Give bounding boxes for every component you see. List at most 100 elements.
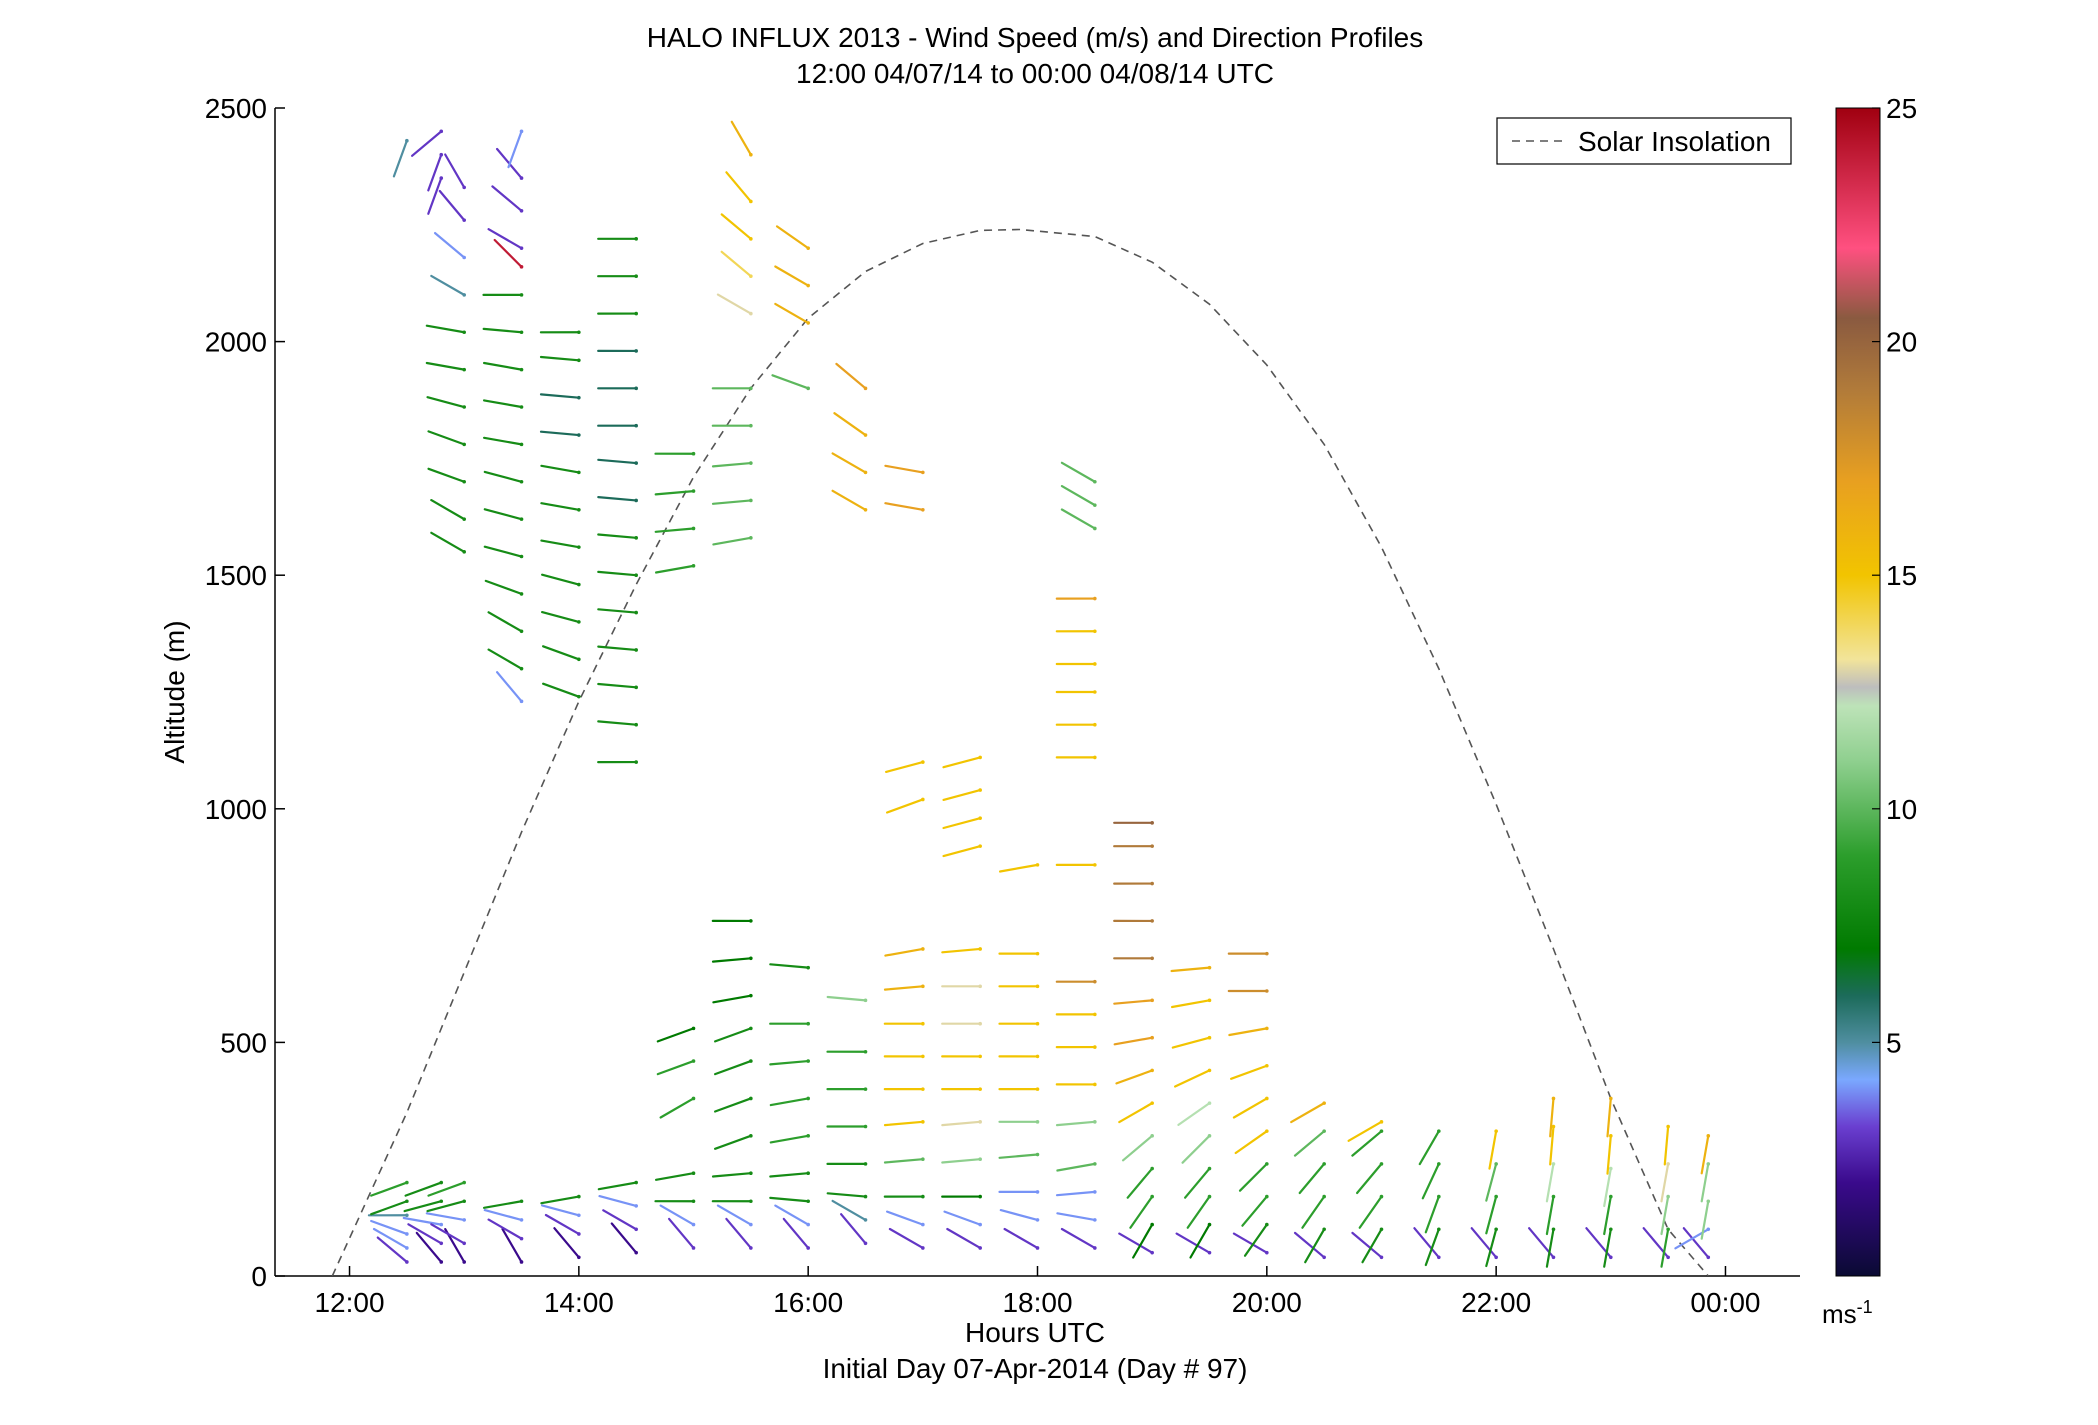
wind-barb-origin: [519, 129, 524, 134]
wind-barb-origin: [1706, 1227, 1711, 1232]
wind-barb-origin: [634, 722, 638, 727]
wind-barb-origin: [1265, 1250, 1269, 1255]
wind-barb: [1700, 1162, 1710, 1203]
wind-barb: [831, 489, 867, 511]
wind-barb: [430, 1223, 466, 1245]
wind-barb-origin: [519, 666, 524, 671]
wind-barb-origin: [1093, 503, 1097, 507]
wind-barb-origin: [1666, 1227, 1670, 1232]
wind-barb: [540, 573, 580, 586]
wind-barb: [1355, 1162, 1383, 1195]
wind-barb-origin: [806, 283, 810, 288]
wind-barb-origin: [1706, 1255, 1711, 1260]
x-axis-label: Hours UTC: [965, 1317, 1105, 1348]
wind-barb-origin: [1207, 1134, 1212, 1138]
wind-barb-origin: [1093, 690, 1097, 694]
wind-barb-origin: [749, 237, 753, 241]
wind-barb-origin: [1150, 1068, 1154, 1073]
wind-barb: [725, 171, 752, 203]
wind-barb: [774, 302, 810, 325]
wind-barb-origin: [921, 947, 925, 951]
wind-barb: [774, 1204, 810, 1226]
wind-barb: [544, 1213, 580, 1236]
colorbar-tick-label: 10: [1886, 794, 1917, 825]
wind-barb: [487, 648, 523, 670]
wind-barb: [540, 502, 580, 511]
wind-barb: [883, 1158, 924, 1164]
wind-barb: [484, 579, 523, 595]
wind-barb: [597, 720, 638, 726]
wind-barb-origin: [1207, 965, 1212, 970]
wind-barb-origin: [519, 629, 524, 634]
wind-barb-origin: [978, 1157, 982, 1161]
wind-barb: [1181, 1134, 1211, 1164]
wind-barb-origin: [1035, 1120, 1040, 1124]
wind-barb: [1421, 1162, 1440, 1200]
wind-barb-origin: [462, 1260, 466, 1264]
wind-barb: [1351, 1231, 1383, 1259]
wind-barb: [1056, 1212, 1096, 1222]
wind-barb-origin: [1035, 863, 1040, 867]
wind-barb: [712, 994, 752, 1004]
wind-barb-origin: [634, 274, 638, 278]
wind-barb-origin: [519, 592, 524, 596]
wind-barb: [425, 1212, 466, 1222]
wind-barb: [769, 963, 810, 969]
wind-barb-origin: [749, 919, 753, 923]
wind-barb: [831, 452, 867, 474]
wind-barb: [407, 1223, 443, 1245]
wind-barb: [597, 682, 638, 689]
wind-barb: [1545, 1195, 1555, 1236]
wind-barb: [884, 947, 924, 957]
wind-barb-origin: [863, 1162, 868, 1166]
wind-barb: [370, 1200, 408, 1216]
wind-barb-origin: [806, 1134, 810, 1138]
wind-barb: [597, 458, 638, 465]
wind-barb: [370, 1181, 408, 1197]
wind-barb: [427, 1181, 466, 1197]
wind-barb: [1418, 1130, 1440, 1166]
wind-barb: [1228, 1027, 1268, 1037]
wind-barb-origin: [921, 1157, 925, 1161]
wind-barb: [711, 957, 752, 963]
wind-barb: [483, 545, 523, 558]
wind-barb-origin: [863, 1049, 868, 1054]
wind-barb-origin: [749, 461, 753, 465]
wind-barb-origin: [863, 1241, 868, 1246]
wind-barb: [769, 1172, 810, 1178]
wind-barb: [769, 1134, 810, 1144]
wind-barb-origin: [1609, 1194, 1613, 1199]
wind-barb-origin: [863, 1218, 868, 1222]
wind-barb: [720, 250, 752, 278]
wind-barb-origin: [1093, 1120, 1097, 1124]
wind-barb: [775, 225, 810, 250]
wind-barb: [1545, 1228, 1555, 1268]
wind-barb-origin: [462, 550, 466, 554]
wind-barb-origin: [1265, 1222, 1269, 1227]
wind-barb: [1663, 1125, 1670, 1166]
wind-barb-origin: [577, 620, 581, 624]
wind-barb-origin: [921, 1054, 925, 1059]
wind-barb-origin: [577, 1194, 581, 1199]
chart-title: HALO INFLUX 2013 - Wind Speed (m/s) and …: [647, 22, 1424, 53]
wind-barb-origin: [405, 1246, 409, 1250]
wind-barb: [1293, 1130, 1326, 1157]
wind-barb-origin: [462, 1199, 466, 1204]
wind-barb: [1113, 1036, 1154, 1046]
wind-barb-origin: [405, 1260, 409, 1264]
wind-barb-origin: [519, 208, 524, 213]
wind-barb-origin: [1322, 1194, 1326, 1199]
wind-barb: [941, 947, 982, 954]
wind-barb-origin: [1265, 1162, 1269, 1166]
wind-barb-origin: [462, 1218, 466, 1222]
wind-barb-origin: [1093, 1045, 1097, 1049]
wind-barb: [1189, 1223, 1211, 1259]
wind-barb-origin: [1666, 1255, 1670, 1260]
wind-barb: [730, 120, 752, 156]
wind-barb: [711, 499, 752, 505]
wind-barb-origin: [691, 1171, 696, 1176]
wind-barb: [1424, 1228, 1440, 1267]
wind-barb-origin: [1093, 863, 1097, 867]
wind-barb-origin: [1494, 1194, 1498, 1199]
